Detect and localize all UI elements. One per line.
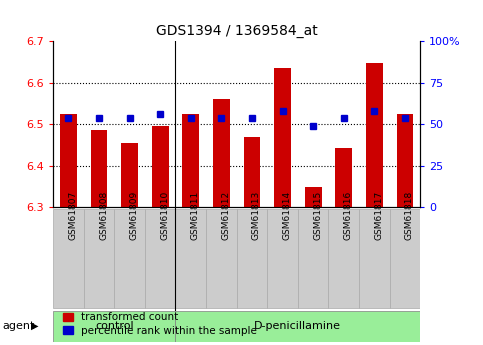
Text: GSM61813: GSM61813	[252, 191, 261, 240]
Text: agent: agent	[2, 321, 35, 331]
FancyBboxPatch shape	[267, 209, 298, 308]
FancyBboxPatch shape	[175, 209, 206, 308]
FancyBboxPatch shape	[114, 209, 145, 308]
FancyBboxPatch shape	[298, 209, 328, 308]
FancyBboxPatch shape	[84, 209, 114, 308]
Text: GSM61811: GSM61811	[191, 191, 200, 240]
Text: GSM61809: GSM61809	[129, 191, 139, 240]
Title: GDS1394 / 1369584_at: GDS1394 / 1369584_at	[156, 23, 317, 38]
Bar	[152, 126, 169, 207]
FancyBboxPatch shape	[206, 209, 237, 308]
Text: control: control	[95, 321, 134, 331]
Bar	[366, 63, 383, 207]
Legend: transformed count, percentile rank within the sample: transformed count, percentile rank withi…	[58, 308, 261, 340]
Text: D-penicillamine: D-penicillamine	[255, 321, 341, 331]
Bar	[397, 114, 413, 207]
Bar	[183, 114, 199, 207]
Text: GSM61818: GSM61818	[405, 191, 414, 240]
FancyBboxPatch shape	[237, 209, 267, 308]
Bar	[305, 187, 322, 207]
FancyBboxPatch shape	[145, 209, 175, 308]
Bar	[91, 130, 107, 207]
Bar	[121, 143, 138, 207]
Bar	[213, 99, 230, 207]
Bar	[335, 148, 352, 207]
FancyBboxPatch shape	[390, 209, 420, 308]
Bar	[243, 137, 260, 207]
Text: GSM61808: GSM61808	[99, 191, 108, 240]
Text: GSM61812: GSM61812	[221, 191, 230, 240]
Text: GSM61810: GSM61810	[160, 191, 169, 240]
Text: GSM61817: GSM61817	[374, 191, 384, 240]
FancyBboxPatch shape	[53, 310, 175, 342]
FancyBboxPatch shape	[175, 310, 420, 342]
FancyBboxPatch shape	[359, 209, 390, 308]
Text: ▶: ▶	[31, 321, 39, 331]
Bar	[274, 68, 291, 207]
FancyBboxPatch shape	[53, 209, 84, 308]
Text: GSM61816: GSM61816	[344, 191, 353, 240]
Text: GSM61814: GSM61814	[283, 191, 292, 240]
FancyBboxPatch shape	[328, 209, 359, 308]
Bar	[60, 114, 77, 207]
Text: GSM61807: GSM61807	[69, 191, 77, 240]
Text: GSM61815: GSM61815	[313, 191, 322, 240]
